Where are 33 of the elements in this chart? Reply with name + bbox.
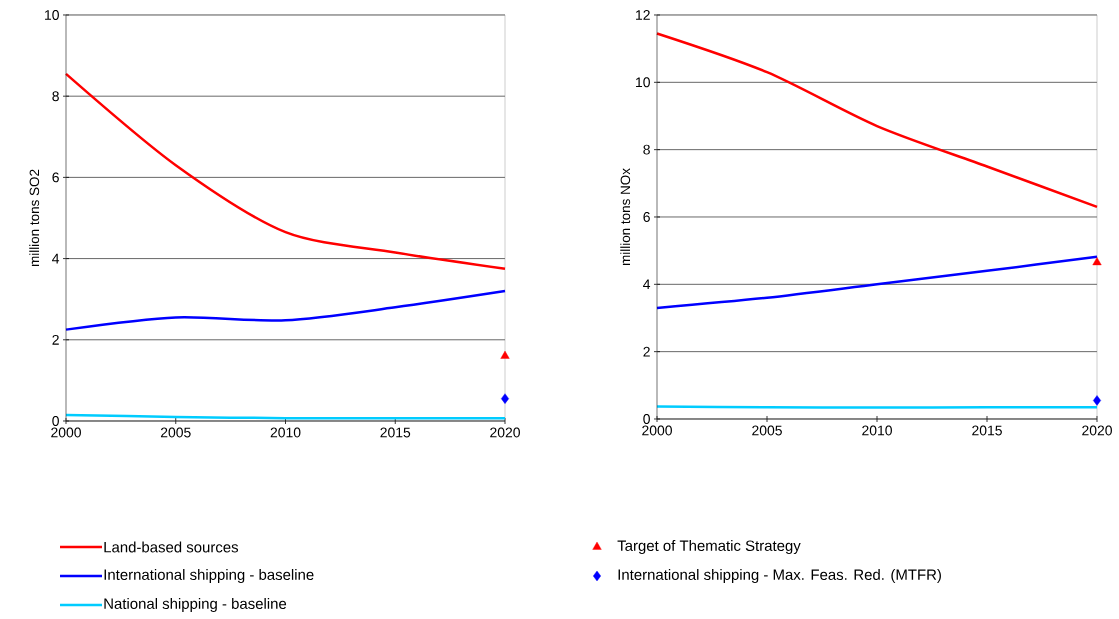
legend-label: Land-based sources — [104, 541, 239, 553]
y-tick-label: 4 — [643, 279, 651, 290]
y-tick-label: 10 — [636, 77, 650, 88]
legend-label: Target of Thematic Strategy — [617, 540, 801, 554]
x-tick-label: 2020 — [490, 427, 520, 438]
legend-label: International shipping - baseline — [104, 569, 314, 583]
x-tick-label: 2010 — [862, 425, 892, 436]
x-tick-label: 2020 — [1082, 425, 1112, 436]
x-tick-label: 2015 — [972, 425, 1002, 436]
x-tick-label: 2010 — [270, 427, 301, 438]
x-tick-label: 2000 — [51, 427, 81, 438]
line-series — [655, 32, 1099, 209]
y-tick-label: 6 — [52, 172, 59, 183]
x-tick-label: 2000 — [642, 425, 672, 436]
y-tick-label: 6 — [643, 212, 650, 222]
y-axis-title: million tons NOx — [620, 168, 631, 266]
line-series — [64, 289, 507, 331]
y-tick-label: 0 — [643, 414, 650, 424]
y-tick-label: 10 — [45, 10, 59, 20]
y-axis-title: million tons SO2 — [29, 169, 40, 267]
x-tick-label: 2005 — [160, 427, 191, 438]
y-tick-label: 2 — [52, 334, 59, 345]
legend-label: International shipping - Max. Feas. Red. (MTFR) — [618, 569, 941, 583]
y-tick-label: 8 — [52, 91, 59, 102]
legend-label: National shipping - baseline — [104, 598, 287, 612]
x-tick-label: 2015 — [380, 427, 411, 438]
y-tick-label: 4 — [52, 253, 60, 264]
x-tick-label: 2005 — [752, 425, 782, 436]
y-tick-label: 12 — [636, 10, 650, 20]
y-tick-label: 2 — [643, 346, 650, 357]
y-tick-label: 0 — [52, 416, 59, 426]
y-tick-label: 8 — [643, 144, 650, 155]
line-series — [64, 72, 507, 270]
